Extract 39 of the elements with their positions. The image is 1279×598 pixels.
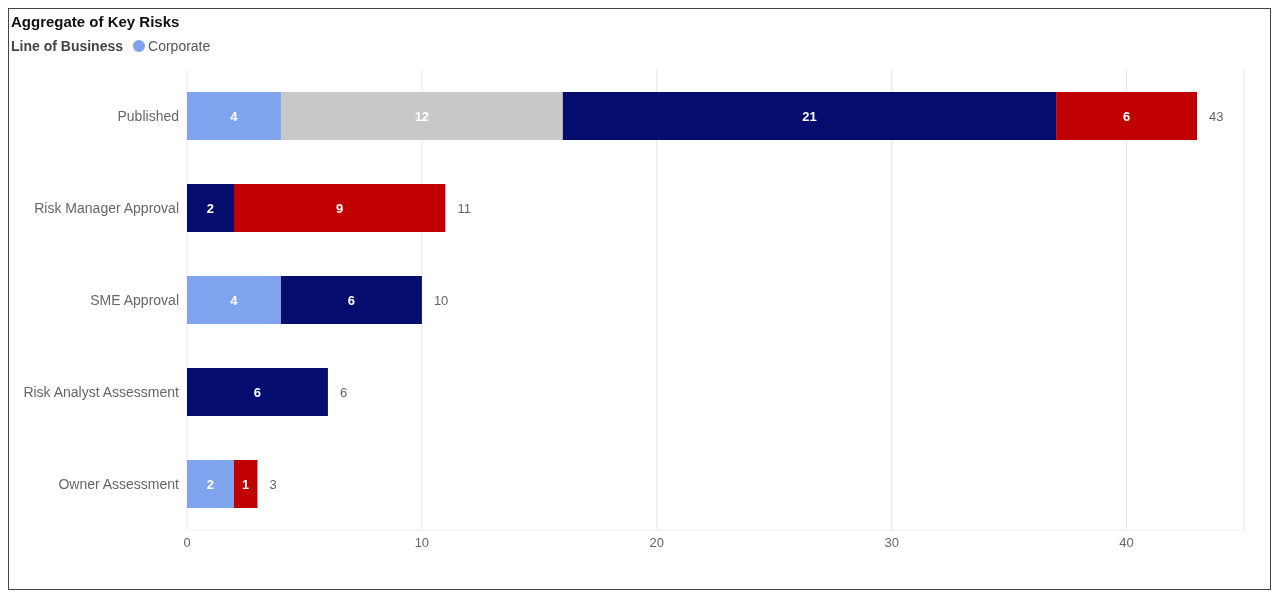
bar [233, 460, 258, 509]
bar [187, 276, 281, 325]
y-tick-label: Owner Assessment [58, 475, 180, 492]
total-label: 43 [1209, 108, 1224, 124]
data-label: 2 [206, 200, 215, 216]
y-tick-label: Published [117, 107, 179, 124]
chart-title: Aggregate of Key Risks [10, 12, 181, 30]
legend-title: Line of Business [11, 38, 124, 54]
total-label: 6 [339, 384, 348, 400]
x-tick-label: 30 [884, 535, 899, 551]
legend-label: Corporate [147, 38, 211, 54]
data-label: 9 [336, 200, 344, 216]
data-label: 21 [802, 108, 817, 124]
bar [233, 184, 446, 233]
x-tick-label: 20 [649, 535, 665, 551]
data-label: 6 [347, 292, 356, 308]
data-label: 6 [253, 384, 262, 400]
bar [187, 184, 234, 233]
bar [280, 92, 563, 141]
bar [187, 460, 234, 509]
total-label: 11 [457, 200, 471, 216]
bar [562, 92, 1057, 141]
data-label: 2 [206, 476, 215, 492]
bar [280, 276, 422, 325]
data-label: 1 [242, 476, 250, 492]
y-tick-label: Risk Manager Approval [34, 199, 179, 216]
bar [187, 92, 281, 141]
data-label: 6 [1122, 108, 1131, 124]
x-tick-label: 10 [414, 535, 430, 551]
data-label: 4 [230, 108, 239, 124]
data-label: 4 [230, 292, 239, 308]
total-label: 3 [269, 476, 277, 492]
y-tick-label: SME Approval [90, 291, 179, 308]
x-tick-label: 0 [183, 535, 191, 551]
total-label: 10 [433, 292, 449, 308]
bar [187, 368, 328, 417]
bar [1056, 92, 1198, 141]
y-tick-label: Risk Analyst Assessment [23, 383, 180, 400]
x-tick-label: 40 [1119, 535, 1134, 551]
